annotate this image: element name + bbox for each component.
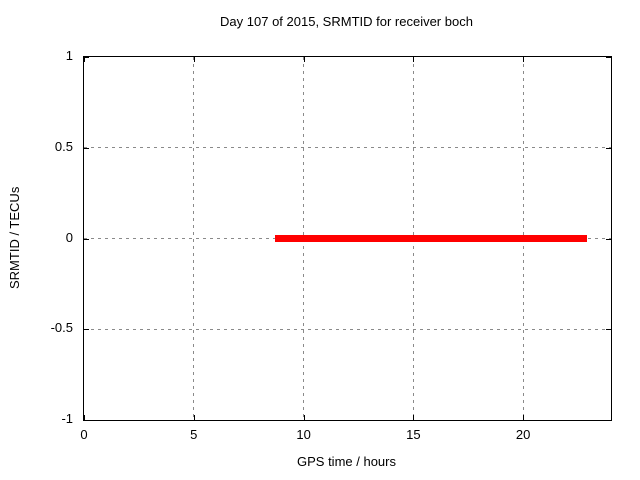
y-tick-label: 1 bbox=[65, 48, 73, 63]
gridline-y--0.5 bbox=[84, 328, 611, 330]
y-tick-right bbox=[606, 147, 611, 149]
x-tick-label: 20 bbox=[515, 427, 531, 442]
x-tick-label: 10 bbox=[296, 427, 311, 442]
x-tick-bottom bbox=[303, 415, 305, 420]
x-tick-top bbox=[413, 57, 415, 62]
x-tick-label: 0 bbox=[80, 427, 88, 442]
y-tick-right bbox=[606, 238, 611, 240]
y-tick-right bbox=[606, 329, 611, 331]
y-tick-label: -1 bbox=[61, 411, 73, 426]
y-tick-right bbox=[606, 420, 611, 421]
x-axis-label: GPS time / hours bbox=[297, 454, 396, 469]
x-tick-top bbox=[523, 57, 525, 62]
series-srmtid-line bbox=[275, 235, 587, 242]
y-tick-left bbox=[84, 57, 89, 58]
x-tick-label: 5 bbox=[190, 427, 198, 442]
x-tick-top bbox=[303, 57, 305, 62]
y-tick-right bbox=[606, 57, 611, 58]
y-tick-left bbox=[84, 420, 89, 421]
x-tick-bottom bbox=[193, 415, 195, 420]
y-tick-label: 0.5 bbox=[54, 138, 73, 154]
y-tick-left bbox=[84, 238, 89, 240]
chart-title: Day 107 of 2015, SRMTID for receiver boc… bbox=[220, 14, 473, 29]
y-tick-label: 0 bbox=[65, 229, 73, 245]
y-tick-label: -0.5 bbox=[50, 320, 73, 336]
x-tick-top bbox=[193, 57, 195, 62]
plot-area bbox=[83, 56, 612, 421]
x-tick-top bbox=[84, 57, 85, 62]
x-tick-bottom bbox=[84, 415, 85, 420]
y-tick-left bbox=[84, 147, 89, 149]
y-tick-left bbox=[84, 329, 89, 331]
x-tick-label: 15 bbox=[406, 427, 421, 442]
x-tick-bottom bbox=[523, 415, 525, 420]
x-tick-bottom bbox=[413, 415, 415, 420]
gridline-y-0.5 bbox=[84, 147, 611, 149]
